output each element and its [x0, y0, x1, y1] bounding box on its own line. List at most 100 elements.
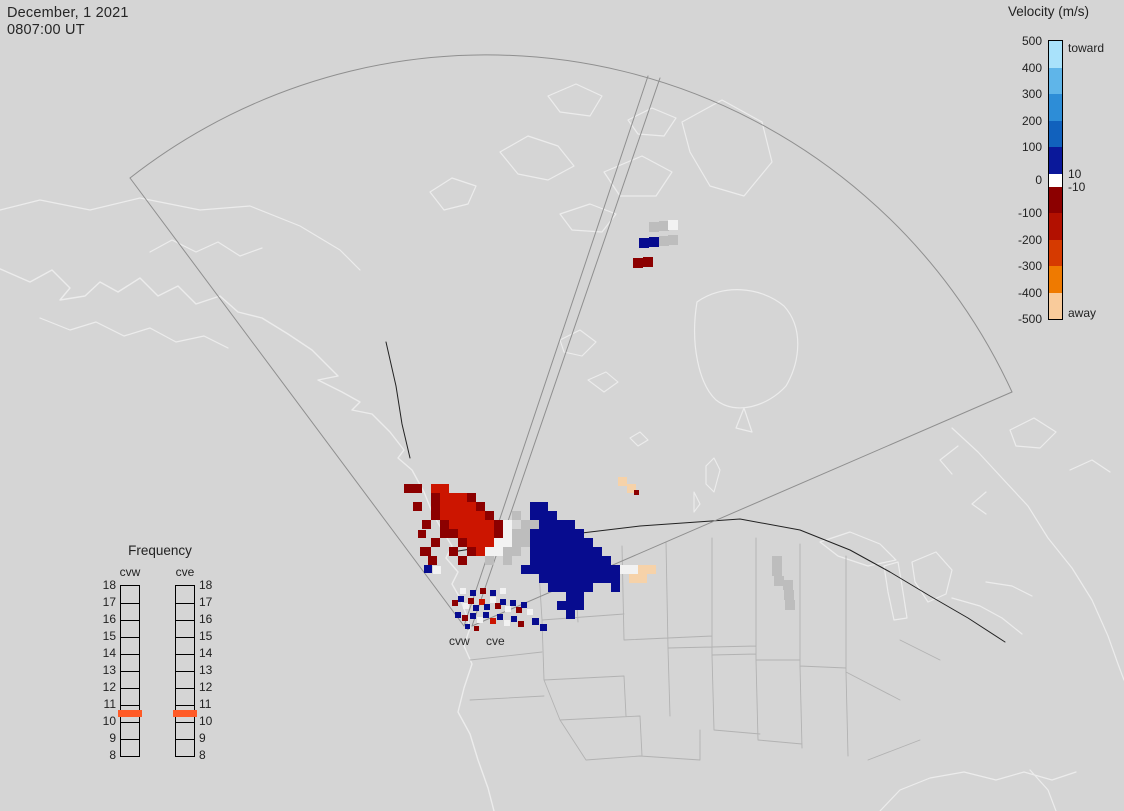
- velocity-colorbar-segment: [1049, 147, 1062, 174]
- velocity-colorbar-segment: [1049, 186, 1062, 213]
- frequency-bar-segment: [121, 722, 139, 739]
- frequency-scale-label: 8: [109, 748, 116, 762]
- frequency-scale-label: 12: [199, 680, 213, 694]
- coastline-hudson-bay: [694, 289, 799, 433]
- velocity-tick-label: -300: [1017, 259, 1042, 273]
- frequency-bar-segment: [176, 671, 194, 688]
- velocity-tick-label: -10: [1068, 179, 1086, 194]
- frequency-bar-segment: [176, 620, 194, 637]
- frequency-scale-label: 15: [102, 629, 116, 643]
- velocity-colorbar-segment: [1049, 292, 1062, 319]
- frequency-bar-segment: [176, 739, 194, 756]
- frequency-bar-segment: [176, 603, 194, 620]
- timestamp: December, 1 2021 0807:00 UT: [7, 5, 129, 39]
- radar-fan-ray-center-right: [471, 77, 661, 627]
- velocity-tick-label: 400: [1021, 60, 1042, 75]
- frequency-bar-segment: [121, 705, 139, 722]
- velocity-colorbar-segment: [1049, 213, 1062, 240]
- velocity-tick-label: 300: [1021, 87, 1042, 101]
- frequency-scale-label: 17: [102, 595, 116, 609]
- radar-fan-ray-west: [129, 177, 465, 627]
- frequency-column-header-cvw: cvw: [119, 565, 141, 579]
- frequency-scale-label: 9: [109, 731, 116, 745]
- velocity-toward-label: toward: [1068, 41, 1105, 55]
- lakes-interior: [559, 329, 721, 513]
- velocity-tick-label: -100: [1017, 206, 1042, 220]
- frequency-scale-label: 9: [199, 731, 206, 745]
- velocity-colorbar-segment: [1049, 41, 1062, 68]
- coastline-pacific: [0, 268, 495, 811]
- frequency-bar-segment: [121, 603, 139, 620]
- political-border-alaska: [385, 341, 411, 459]
- frequency-scale-label: 18: [102, 578, 116, 592]
- frequency-scale-column: 18 17 16 15 14 13 12 11 10 9 8: [90, 577, 116, 764]
- coastline-arctic-islands: [429, 83, 773, 233]
- frequency-scale-label: 8: [199, 748, 206, 762]
- velocity-colorbar-segment: [1049, 173, 1062, 187]
- frequency-scale-label: 18: [199, 578, 213, 592]
- frequency-bar: [173, 585, 197, 757]
- frequency-bar-segment: [176, 705, 194, 722]
- frequency-bar-segment: [121, 739, 139, 756]
- frequency-bar-segment: [121, 586, 139, 603]
- velocity-tick-label: 10: [1068, 166, 1082, 181]
- frequency-bar: [118, 585, 142, 757]
- frequency-scale-label: 16: [199, 612, 213, 626]
- frequency-bar-segment: [176, 637, 194, 654]
- date-text: December, 1 2021: [7, 5, 129, 21]
- velocity-away-label: away: [1068, 306, 1097, 320]
- coastline-alaska-detail: [0, 197, 361, 349]
- velocity-tick-label: -400: [1017, 285, 1042, 300]
- frequency-scale-label: 11: [199, 697, 212, 711]
- frequency-scale-label: 10: [199, 714, 213, 728]
- velocity-legend-title: Velocity (m/s): [1008, 4, 1090, 19]
- velocity-tick-label: 100: [1021, 140, 1042, 154]
- frequency-bar-segment: [121, 688, 139, 705]
- political-border-us-canada: [451, 518, 1006, 643]
- frequency-bar-segment: [176, 722, 194, 739]
- velocity-colorbar-segment: [1049, 94, 1062, 121]
- frequency-scale-label: 16: [102, 612, 116, 626]
- frequency-scale-label: 10: [102, 714, 116, 728]
- velocity-tick-label: 200: [1021, 113, 1042, 128]
- coastline-great-lakes: [819, 531, 1033, 635]
- frequency-scale-label: 11: [103, 697, 116, 711]
- frequency-highlight: [173, 710, 197, 717]
- frequency-highlight: [118, 710, 142, 717]
- frequency-scale-column: 18 17 16 15 14 13 12 11 10 9 8: [199, 577, 225, 764]
- radar-fan: [129, 54, 1013, 627]
- frequency-bar-segment: [121, 637, 139, 654]
- coastline-gulf: [879, 769, 1077, 811]
- velocity-ticks-right: toward 10 -10 away: [1068, 41, 1124, 320]
- radar-fan-arc: [129, 54, 1013, 393]
- frequency-bar-segment: [176, 654, 194, 671]
- frequency-scale-label: 14: [199, 646, 213, 660]
- velocity-colorbar: [1048, 40, 1063, 320]
- radar-label-cve: cve: [486, 634, 505, 648]
- frequency-bar-segment: [121, 654, 139, 671]
- velocity-colorbar-segment: [1049, 67, 1062, 94]
- radar-site-marker: [466, 626, 470, 630]
- frequency-bar-segment: [176, 586, 194, 603]
- velocity-colorbar-segment: [1049, 239, 1062, 266]
- radar-fan-ray-east: [471, 391, 1013, 627]
- velocity-colorbar-segment: [1049, 266, 1062, 293]
- velocity-ticks-left: 500 400 300 200 100 0 -100 -200 -300 -400 -500: [1000, 34, 1044, 326]
- frequency-scale-label: 15: [199, 629, 213, 643]
- velocity-tick-label: -200: [1017, 232, 1042, 247]
- radar-label-cvw: cvw: [449, 634, 470, 648]
- radar-fan-ray-center-left: [463, 75, 649, 627]
- velocity-tick-label: 500: [1021, 34, 1042, 48]
- frequency-bar-segment: [176, 688, 194, 705]
- frequency-bar-segment: [121, 620, 139, 637]
- frequency-legend-title: Frequency: [128, 543, 192, 558]
- frequency-scale-label: 12: [102, 680, 116, 694]
- frequency-legend: Frequency cvw cve 18 17 16 15 14 13 12 11 10 9 8 1…: [88, 543, 238, 783]
- frequency-scale-label: 14: [102, 646, 116, 660]
- velocity-tick-label: -500: [1017, 312, 1042, 326]
- velocity-colorbar-segment: [1049, 120, 1062, 147]
- state-borders: [469, 537, 941, 761]
- map-layers: [0, 54, 1124, 811]
